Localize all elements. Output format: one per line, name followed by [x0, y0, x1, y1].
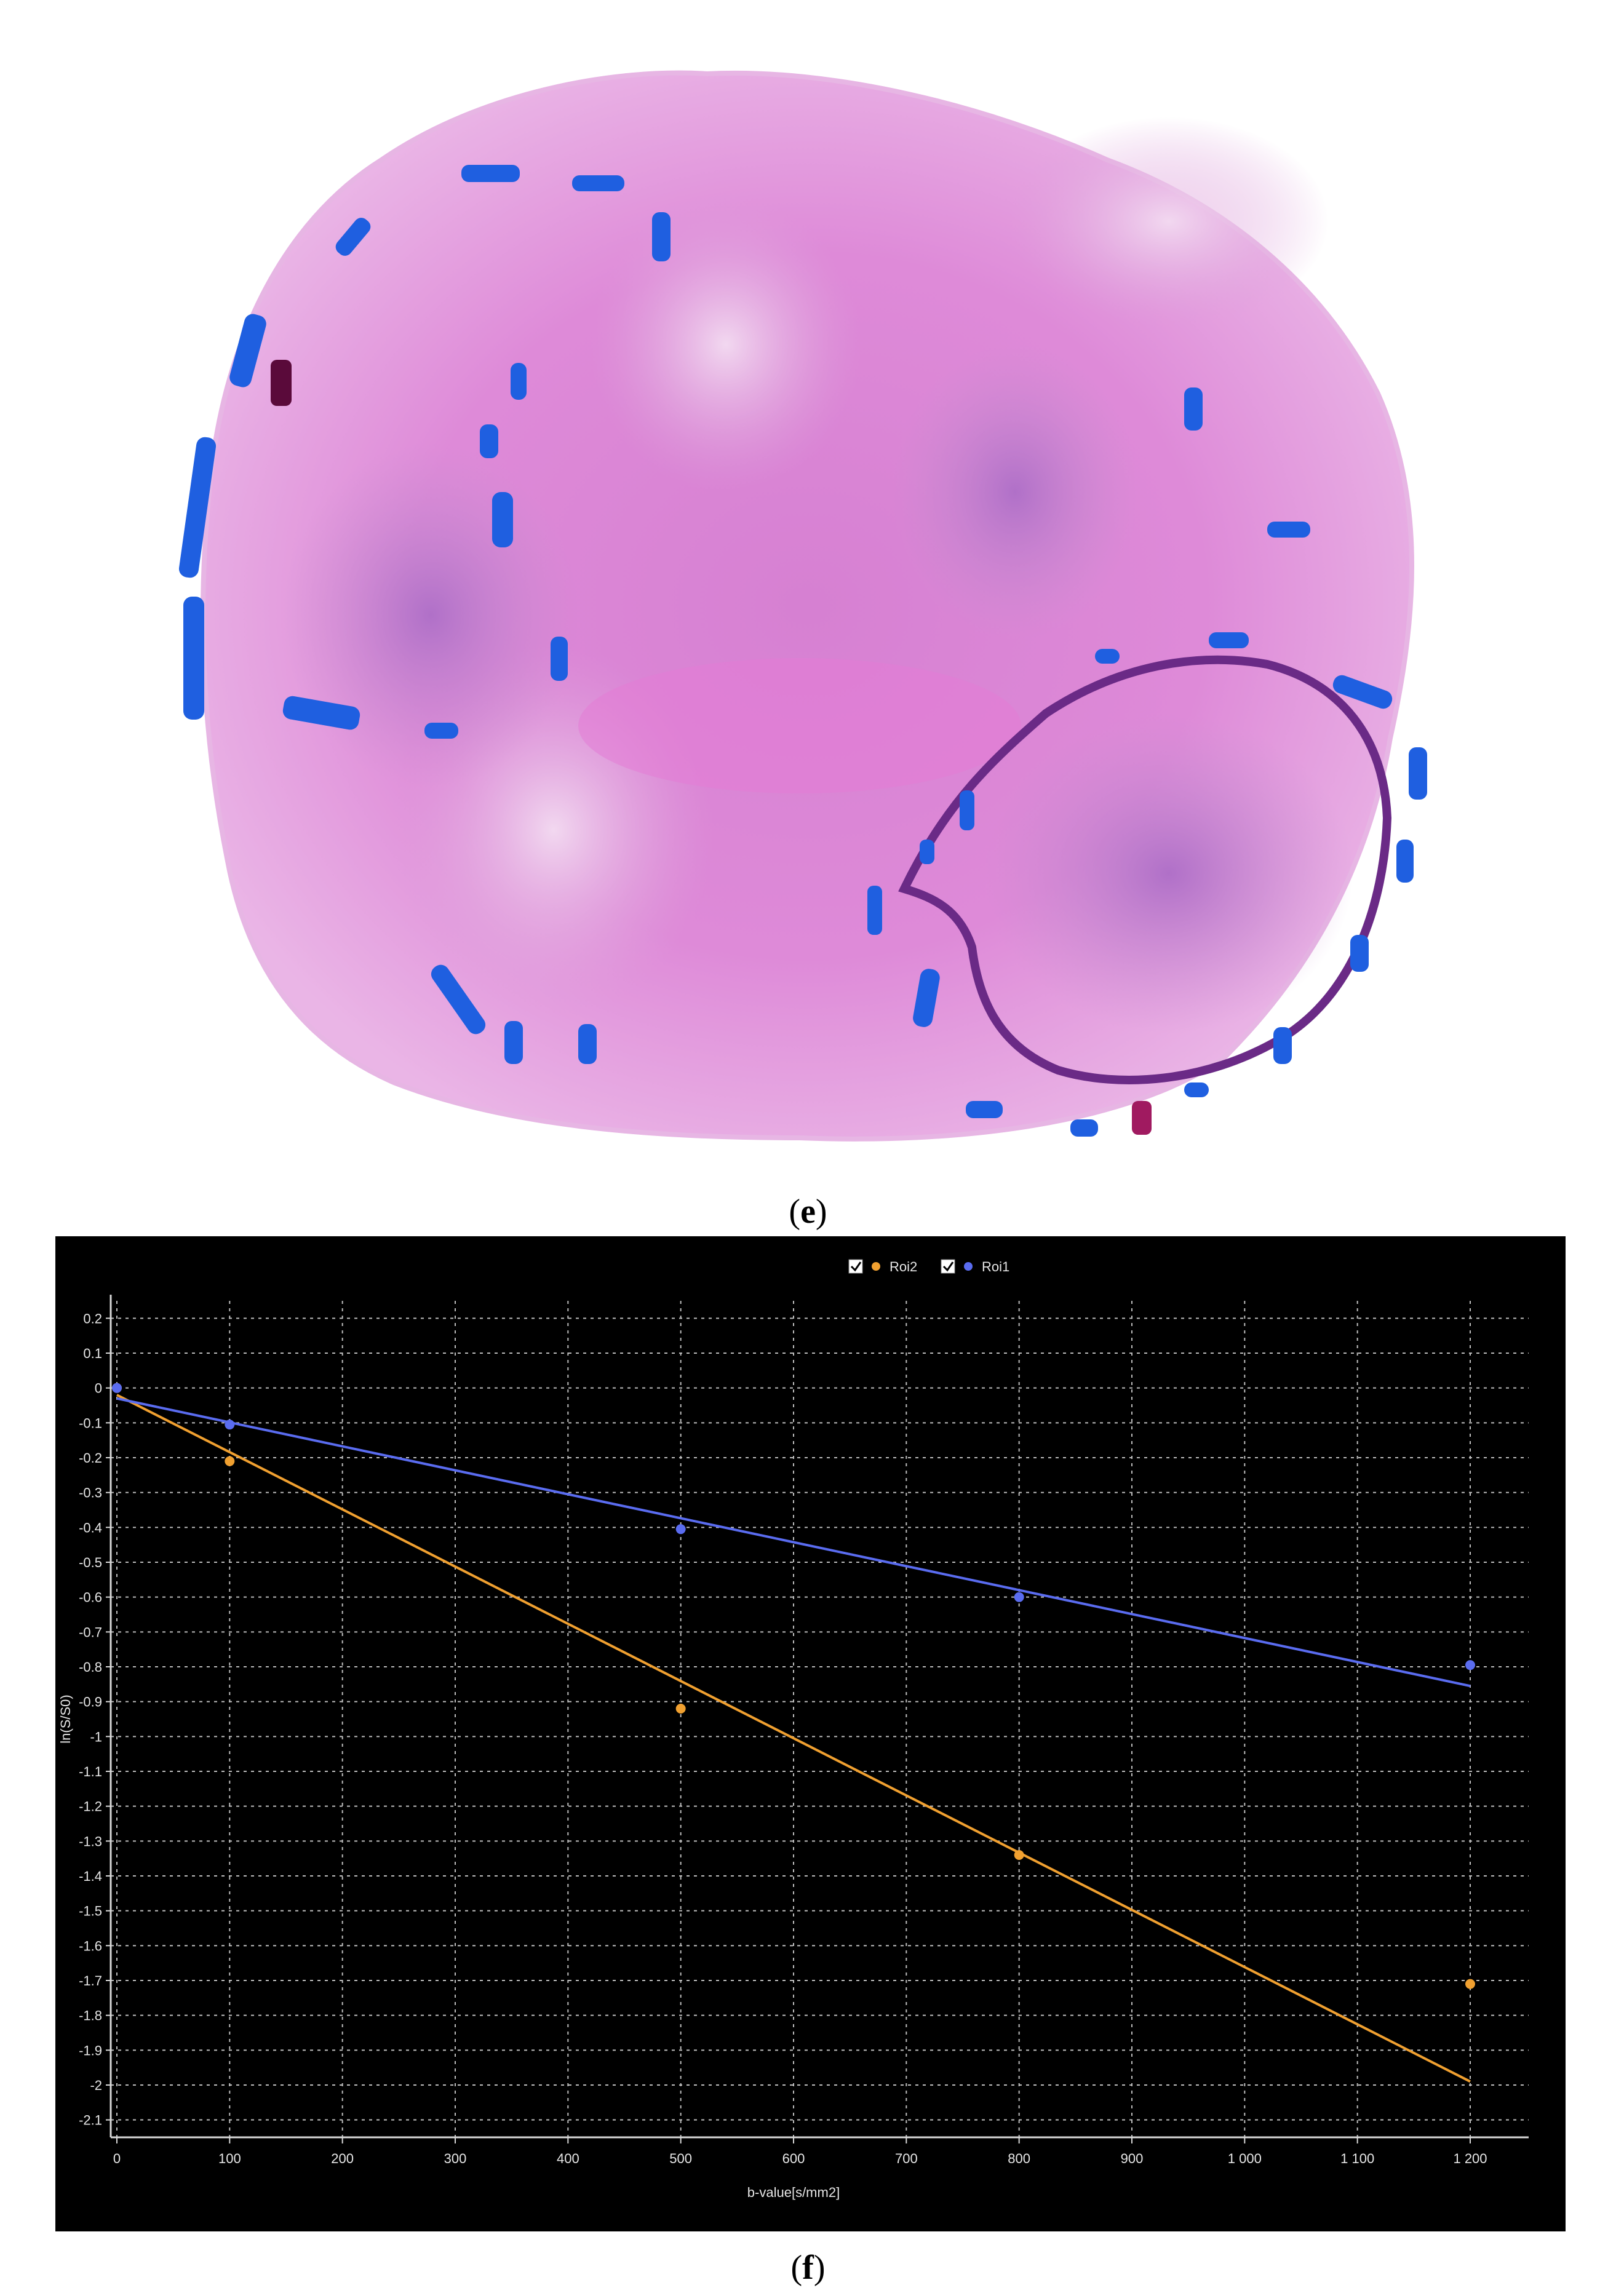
- x-tick-label-2: 200: [331, 2151, 354, 2166]
- legend: Roi2 Roi1: [848, 1259, 1009, 1274]
- y-tick-label-22: -2: [90, 2078, 102, 2093]
- point-roi1-4: [1465, 1660, 1475, 1670]
- tissue-section: [201, 70, 1414, 1142]
- y-tick-label-19: -1.7: [79, 1973, 102, 1988]
- point-roi2-1: [225, 1456, 235, 1466]
- caption-f: (f): [790, 2249, 826, 2287]
- y-axis-label: ln(S/S0): [58, 1694, 73, 1743]
- x-tick-label-12: 1 200: [1453, 2151, 1487, 2166]
- y-tick-label-7: -0.5: [79, 1555, 102, 1570]
- y-tick-label-9: -0.7: [79, 1624, 102, 1640]
- point-roi1-0: [112, 1383, 122, 1393]
- y-tick-label-21: -1.9: [79, 2043, 102, 2058]
- y-tick-label-6: -0.4: [79, 1520, 102, 1535]
- y-tick-label-14: -1.2: [79, 1799, 102, 1814]
- point-roi2-4: [1465, 1979, 1475, 1989]
- x-tick-label-10: 1 000: [1228, 2151, 1262, 2166]
- x-tick-label-9: 900: [1121, 2151, 1144, 2166]
- caption-e-letter: e: [800, 1193, 816, 1231]
- y-tick-label-23: -2.1: [79, 2113, 102, 2128]
- y-tick-label-10: -0.8: [79, 1659, 102, 1675]
- x-tick-label-11: 1 100: [1340, 2151, 1374, 2166]
- x-tick-label-7: 700: [895, 2151, 918, 2166]
- legend-item-roi2[interactable]: Roi2: [848, 1259, 917, 1274]
- axes: [106, 1295, 1529, 2143]
- grid: [111, 1301, 1529, 2137]
- y-tick-label-5: -0.3: [79, 1485, 102, 1501]
- y-tick-labels: 0.2 0.1 0 -0.1 -0.2 -0.3 -0.4 -0.5 -0.6 -0.7 -0.8 -…: [79, 1311, 102, 2127]
- y-tick-label-1: 0.1: [83, 1346, 102, 1361]
- y-tick-label-20: -1.8: [79, 2008, 102, 2024]
- x-axis-label: b-value[s/mm2]: [747, 2185, 840, 2200]
- y-tick-label-0: 0.2: [83, 1311, 102, 1326]
- series: [112, 1383, 1475, 2083]
- point-roi1-1: [225, 1420, 235, 1430]
- y-tick-label-17: -1.5: [79, 1904, 102, 1919]
- y-tick-label-12: -1: [90, 1729, 102, 1744]
- y-tick-label-13: -1.1: [79, 1764, 102, 1779]
- x-tick-label-5: 500: [669, 2151, 692, 2166]
- legend-checkbox-roi2[interactable]: [848, 1259, 863, 1274]
- x-tick-label-3: 300: [444, 2151, 467, 2166]
- point-roi1-2: [675, 1524, 686, 1535]
- point-roi2-2: [675, 1704, 686, 1714]
- x-tick-label-4: 400: [557, 2151, 579, 2166]
- ink-markers: [178, 165, 1427, 1137]
- y-tick-label-11: -0.9: [79, 1694, 102, 1710]
- y-tick-label-16: -1.4: [79, 1869, 102, 1884]
- y-tick-label-18: -1.6: [79, 1938, 102, 1953]
- fit-line-roi1: [116, 1397, 1471, 1688]
- x-tick-label-0: 0: [113, 2151, 121, 2166]
- x-tick-label-6: 600: [782, 2151, 805, 2166]
- legend-checkbox-roi1[interactable]: [941, 1259, 955, 1274]
- series-roi1: [112, 1383, 1475, 1688]
- chart-panel: 0 100 200 300 400 500 600 700 800 900 1 000 1 100 1 …: [55, 1236, 1566, 2231]
- roi-outline: [898, 655, 1392, 1084]
- x-tick-labels: 0 100 200 300 400 500 600 700 800 900 1 000 1 100 1 …: [113, 2151, 1487, 2166]
- point-roi1-3: [1014, 1592, 1024, 1602]
- chart: 0 100 200 300 400 500 600 700 800 900 1 000 1 100 1 …: [58, 1259, 1529, 2200]
- y-tick-label-8: -0.6: [79, 1590, 102, 1605]
- y-tick-label-15: -1.3: [79, 1833, 102, 1849]
- y-tick-label-4: -0.2: [79, 1450, 102, 1466]
- legend-item-roi1[interactable]: Roi1: [941, 1259, 1009, 1274]
- histology-image: [178, 70, 1427, 1142]
- x-tick-label-8: 800: [1008, 2151, 1030, 2166]
- check-icon: [942, 1261, 954, 1272]
- check-icon: [850, 1261, 862, 1272]
- caption-e: (e): [789, 1193, 827, 1231]
- legend-swatch-roi2: [872, 1262, 880, 1271]
- fit-line-roi2: [116, 1394, 1471, 2083]
- y-tick-label-3: -0.1: [79, 1415, 102, 1431]
- caption-f-letter: f: [802, 2249, 814, 2287]
- legend-label-roi1: Roi1: [982, 1259, 1009, 1274]
- y-tick-label-2: 0: [95, 1381, 102, 1396]
- legend-label-roi2: Roi2: [890, 1259, 917, 1274]
- legend-swatch-roi1: [964, 1262, 973, 1271]
- dark-ink-marks: [271, 360, 1152, 1135]
- x-tick-label-1: 100: [218, 2151, 241, 2166]
- point-roi2-3: [1014, 1850, 1024, 1860]
